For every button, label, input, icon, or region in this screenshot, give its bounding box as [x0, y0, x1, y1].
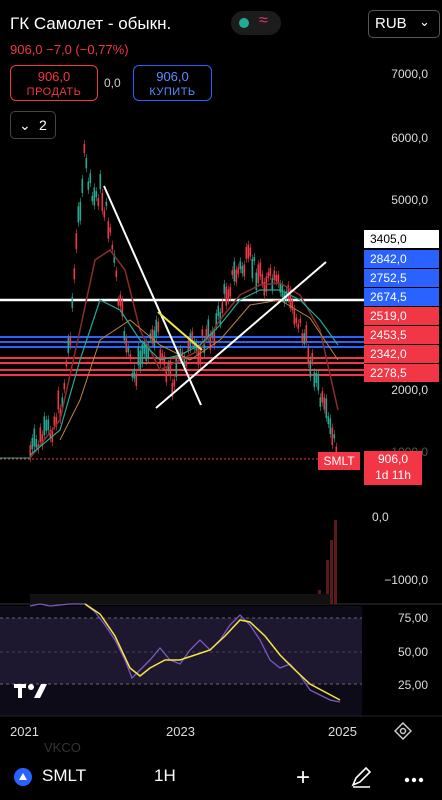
- time-tick: 2023: [166, 724, 195, 739]
- trendline-yellow[interactable]: [157, 311, 203, 351]
- buy-button[interactable]: 906,0 КУПИТЬ: [133, 65, 212, 101]
- ma-red-line: [29, 248, 339, 459]
- time-tick: 2025: [328, 724, 357, 739]
- trendline-down[interactable]: [103, 185, 202, 406]
- last-price: 906,0: [377, 452, 409, 466]
- symbol-tag: SMLT: [318, 452, 360, 470]
- level-tag[interactable]: 2342,0: [364, 345, 439, 363]
- level-tag[interactable]: 2519,0: [364, 307, 439, 325]
- price-tick: 5000,0: [391, 193, 428, 207]
- ma-green-line: [29, 289, 339, 456]
- rsi-tick: 25,00: [397, 678, 428, 692]
- indicators-toggle-button[interactable]: ⌄ 2: [10, 111, 56, 139]
- sell-price: 906,0: [37, 69, 71, 84]
- price-chart[interactable]: [0, 0, 442, 760]
- level-tag[interactable]: 2674,5: [364, 288, 439, 306]
- market-open-icon: [239, 18, 249, 28]
- bar-countdown: 1d 11h: [375, 468, 411, 482]
- candles: [0, 139, 338, 466]
- price-tick: 0,0: [372, 510, 389, 524]
- add-icon[interactable]: +: [296, 764, 311, 791]
- buy-label: КУПИТЬ: [149, 86, 196, 98]
- price-tick: 2000,0: [391, 383, 428, 397]
- bottom-toolbar: SMLT 1H +: [0, 758, 442, 800]
- settings-icon[interactable]: [393, 721, 413, 741]
- rsi-tick: 50,00: [397, 645, 428, 659]
- spread-value: 0,0: [104, 76, 121, 90]
- sell-label: ПРОДАТЬ: [26, 86, 82, 98]
- wave-icon: ≈: [259, 12, 268, 29]
- buy-price: 906,0: [156, 69, 189, 84]
- ghost-symbol: VKCO: [44, 740, 81, 755]
- drawing-pen-icon[interactable]: [350, 766, 372, 793]
- trendline-up[interactable]: [155, 261, 327, 409]
- level-tag[interactable]: 2278,5: [364, 364, 439, 382]
- chevron-down-icon: ⌄: [19, 117, 31, 133]
- price-tick: 7000,0: [391, 67, 428, 81]
- level-tag[interactable]: 2453,5: [364, 326, 439, 344]
- sell-button[interactable]: 906,0 ПРОДАТЬ: [10, 65, 98, 101]
- rsi-band: [0, 618, 362, 684]
- symbol-logo-icon: [14, 768, 32, 791]
- price-tick: −1000,0: [384, 573, 428, 587]
- last-price-tag: 906,0 1d 11h: [364, 451, 422, 485]
- level-tag[interactable]: 2752,5: [364, 269, 439, 287]
- indicators-count: 2: [39, 117, 47, 133]
- ma-orange-line: [59, 299, 339, 441]
- timeframe-button[interactable]: 1H: [154, 766, 176, 785]
- rsi-tick: 75,00: [397, 611, 428, 625]
- more-options-icon[interactable]: [404, 770, 424, 788]
- symbol-title[interactable]: ГК Самолет - обыкн.: [10, 14, 172, 33]
- tradingview-logo: [14, 682, 48, 705]
- currency-selector[interactable]: RUB ⌄: [368, 10, 440, 38]
- currency-label: RUB: [375, 15, 407, 32]
- level-tag[interactable]: 3405,0: [364, 230, 439, 248]
- rsi-ma-line: [84, 603, 341, 701]
- symbol-button[interactable]: SMLT: [42, 766, 87, 785]
- time-tick: 2021: [10, 724, 39, 739]
- price-change: 906,0 −7,0 (−0,77%): [10, 42, 129, 57]
- chevron-down-icon: ⌄: [419, 14, 430, 29]
- level-tag[interactable]: 2842,0: [364, 250, 439, 268]
- price-tick: 6000,0: [391, 131, 428, 145]
- status-indicators[interactable]: ≈: [231, 11, 281, 35]
